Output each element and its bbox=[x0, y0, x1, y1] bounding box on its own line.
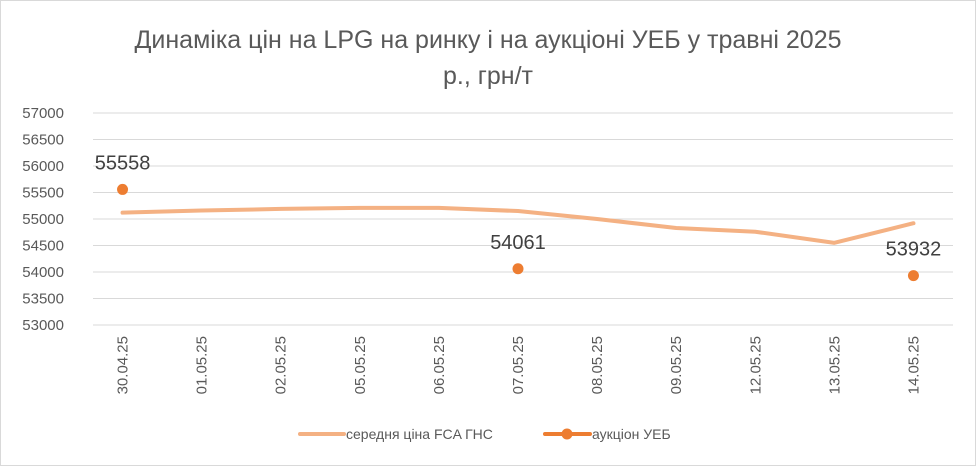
y-tick-label: 53500 bbox=[22, 291, 64, 308]
y-tick-label: 54000 bbox=[22, 264, 64, 281]
legend-label-fca: середня ціна FCA ГНС bbox=[346, 426, 493, 442]
x-tick-label: 08.05.25 bbox=[589, 336, 606, 394]
legend-label-auction: аукціон УЕБ bbox=[592, 426, 671, 442]
x-tick-label: 05.05.25 bbox=[352, 336, 369, 394]
y-tick-label: 54500 bbox=[22, 238, 64, 255]
x-tick-label: 01.05.25 bbox=[194, 336, 211, 394]
auction-marker bbox=[907, 270, 919, 282]
y-tick-label: 53000 bbox=[22, 317, 64, 334]
y-tick-label: 55000 bbox=[22, 211, 64, 228]
x-tick-label: 07.05.25 bbox=[510, 336, 527, 394]
x-tick-label: 30.04.25 bbox=[115, 336, 132, 394]
y-tick-label: 55500 bbox=[22, 185, 64, 202]
x-tick-label: 14.05.25 bbox=[905, 336, 922, 394]
legend-marker-icon bbox=[561, 428, 573, 440]
y-tick-label: 56500 bbox=[22, 132, 64, 149]
y-tick-label: 57000 bbox=[22, 105, 64, 122]
x-tick-label: 02.05.25 bbox=[273, 336, 290, 394]
auction-marker bbox=[117, 183, 129, 195]
data-label: 53932 bbox=[886, 239, 942, 261]
x-tick-label: 06.05.25 bbox=[431, 336, 448, 394]
data-label: 54061 bbox=[490, 232, 546, 254]
chart-title-line-1: Динаміка цін на LPG на ринку і на аукціо… bbox=[134, 26, 842, 54]
data-label: 55558 bbox=[95, 152, 151, 174]
x-tick-label: 13.05.25 bbox=[826, 336, 843, 394]
series-line-fca-price bbox=[120, 205, 916, 245]
chart-title-line-2: р., грн/т bbox=[443, 62, 533, 90]
chart-title: Динаміка цін на LPG на ринку і на аукціо… bbox=[0, 22, 976, 94]
x-tick-label: 12.05.25 bbox=[747, 336, 764, 394]
x-tick-label: 09.05.25 bbox=[668, 336, 685, 394]
y-tick-label: 56000 bbox=[22, 158, 64, 175]
auction-marker bbox=[512, 263, 524, 275]
